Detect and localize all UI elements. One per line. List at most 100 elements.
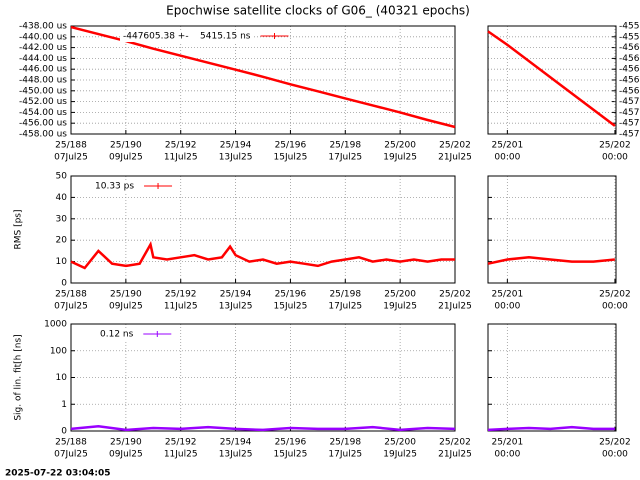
x-tick-label: 25/192	[165, 141, 197, 151]
legend-label: 0.12 ns	[100, 330, 134, 340]
y-tick-label: -444.00 us	[19, 54, 67, 64]
y-tick-label: -456	[619, 54, 640, 64]
x-tick-date: 19Jul25	[383, 450, 417, 460]
x-tick-date: 21Jul25	[438, 302, 472, 312]
x-tick-label: 25/188	[55, 438, 87, 448]
legend-bg	[92, 180, 138, 192]
y-tick-label: 0	[61, 279, 67, 289]
x-tick-label: 25/202	[599, 438, 631, 448]
plot-frame	[70, 175, 456, 284]
x-tick-date: 21Jul25	[438, 450, 472, 460]
x-tick-label: 25/196	[275, 141, 307, 151]
y-tick-label: -457	[619, 97, 639, 107]
x-tick-date: 09Jul25	[109, 302, 143, 312]
x-tick-date: 11Jul25	[164, 450, 198, 460]
x-tick-label: 25/194	[220, 141, 252, 151]
x-tick-label: 25/200	[384, 438, 416, 448]
y-tick-label: -456.00 us	[19, 119, 67, 129]
x-tick-date: 11Jul25	[164, 153, 198, 163]
y-tick-label: -440.00 us	[19, 32, 67, 42]
x-tick-date: 11Jul25	[164, 302, 198, 312]
y-tick-label: 1	[61, 400, 67, 410]
x-tick-date: 09Jul25	[109, 450, 143, 460]
y-tick-label: 1000	[44, 320, 67, 330]
x-tick-label: 25/202	[439, 290, 471, 300]
x-tick-label: 25/201	[492, 290, 524, 300]
data-line	[70, 25, 456, 129]
y-tick-label: -450.00 us	[19, 86, 67, 96]
x-tick-date: 07Jul25	[54, 302, 88, 312]
y-tick-label: -456	[619, 65, 640, 75]
y-tick-label: -448.00 us	[19, 76, 67, 86]
x-tick-date: 15Jul25	[274, 450, 308, 460]
y-tick-label: -455	[619, 32, 639, 42]
y-tick-label: -452.00 us	[19, 97, 67, 107]
legend-label: -447605.38 +- 5415.15 ns	[123, 32, 251, 42]
plot-frame	[487, 175, 617, 284]
x-tick-label: 25/190	[110, 141, 142, 151]
data-line	[487, 256, 616, 265]
y-tick-label: -457	[619, 130, 639, 140]
y-tick-label: -455	[619, 22, 639, 32]
x-tick-label: 25/192	[165, 290, 197, 300]
x-tick-label: 25/200	[384, 141, 416, 151]
x-tick-date: 17Jul25	[328, 302, 362, 312]
y-tick-label: -458.00 us	[19, 130, 67, 140]
y-tick-label: 100	[50, 346, 67, 356]
plot-frame	[70, 25, 456, 135]
y-tick-label: -456	[619, 43, 640, 53]
x-tick-label: 25/200	[384, 290, 416, 300]
x-tick-date: 13Jul25	[219, 153, 253, 163]
x-tick-date: 07Jul25	[54, 153, 88, 163]
y-tick-label: -446.00 us	[19, 65, 67, 75]
legend-bg	[97, 328, 137, 340]
x-tick-date: 21Jul25	[438, 153, 472, 163]
x-tick-date: 19Jul25	[383, 302, 417, 312]
y-axis-label: RMS [ps]	[14, 209, 24, 249]
x-tick-date: 00:00	[602, 450, 628, 460]
x-tick-date: 19Jul25	[383, 153, 417, 163]
y-tick-label: -456	[619, 76, 640, 86]
x-tick-label: 25/201	[492, 141, 524, 151]
data-line	[487, 425, 615, 432]
x-tick-label: 25/188	[55, 290, 87, 300]
x-tick-label: 25/188	[55, 141, 87, 151]
data-line	[487, 30, 616, 127]
y-tick-label: -456	[619, 86, 640, 96]
y-tick-label: 10	[56, 257, 68, 267]
x-tick-label: 25/196	[275, 438, 307, 448]
panel: -455-455-456-456-456-456-456-457-457-457…	[487, 22, 640, 163]
x-tick-label: 25/194	[220, 290, 252, 300]
panel: 25/201 00:00 25/202 00:00	[487, 175, 631, 312]
y-tick-label: 0	[61, 427, 67, 437]
y-tick-label: -438.00 us	[19, 22, 67, 32]
legend-bg	[120, 30, 254, 42]
x-tick-date: 00:00	[494, 302, 520, 312]
data-line	[70, 241, 455, 270]
x-tick-label: 25/202	[439, 141, 471, 151]
x-tick-label: 25/196	[275, 290, 307, 300]
x-tick-label: 25/192	[165, 438, 197, 448]
x-tick-label: 25/190	[110, 290, 142, 300]
x-tick-date: 15Jul25	[274, 302, 308, 312]
panel: 0 10 20 30 40 50 25/188 07Jul25 25/190 09Jul25 25/…	[14, 172, 472, 312]
y-tick-label: 30	[56, 214, 68, 224]
panel: 25/201 00:00 25/202 00:00	[487, 323, 631, 460]
x-tick-label: 25/202	[439, 438, 471, 448]
x-tick-date: 07Jul25	[54, 450, 88, 460]
x-tick-label: 25/190	[110, 438, 142, 448]
x-tick-label: 25/198	[329, 438, 361, 448]
data-line	[70, 425, 456, 432]
panel: 0 1 10 100 1000 25/188 07Jul25 25/190 09Jul25 25/…	[14, 320, 472, 460]
x-tick-date: 00:00	[602, 302, 628, 312]
x-tick-label: 25/198	[329, 290, 361, 300]
y-tick-label: 10	[56, 373, 68, 383]
legend-label: 10.33 ps	[95, 182, 134, 192]
y-tick-label: -454.00 us	[19, 108, 67, 118]
chart-title: Epochwise satellite clocks of G06_ (4032…	[166, 4, 470, 18]
x-tick-label: 25/198	[329, 141, 361, 151]
x-tick-date: 00:00	[494, 450, 520, 460]
x-tick-label: 25/202	[599, 141, 631, 151]
x-tick-date: 09Jul25	[109, 153, 143, 163]
plot-frame	[487, 323, 617, 432]
